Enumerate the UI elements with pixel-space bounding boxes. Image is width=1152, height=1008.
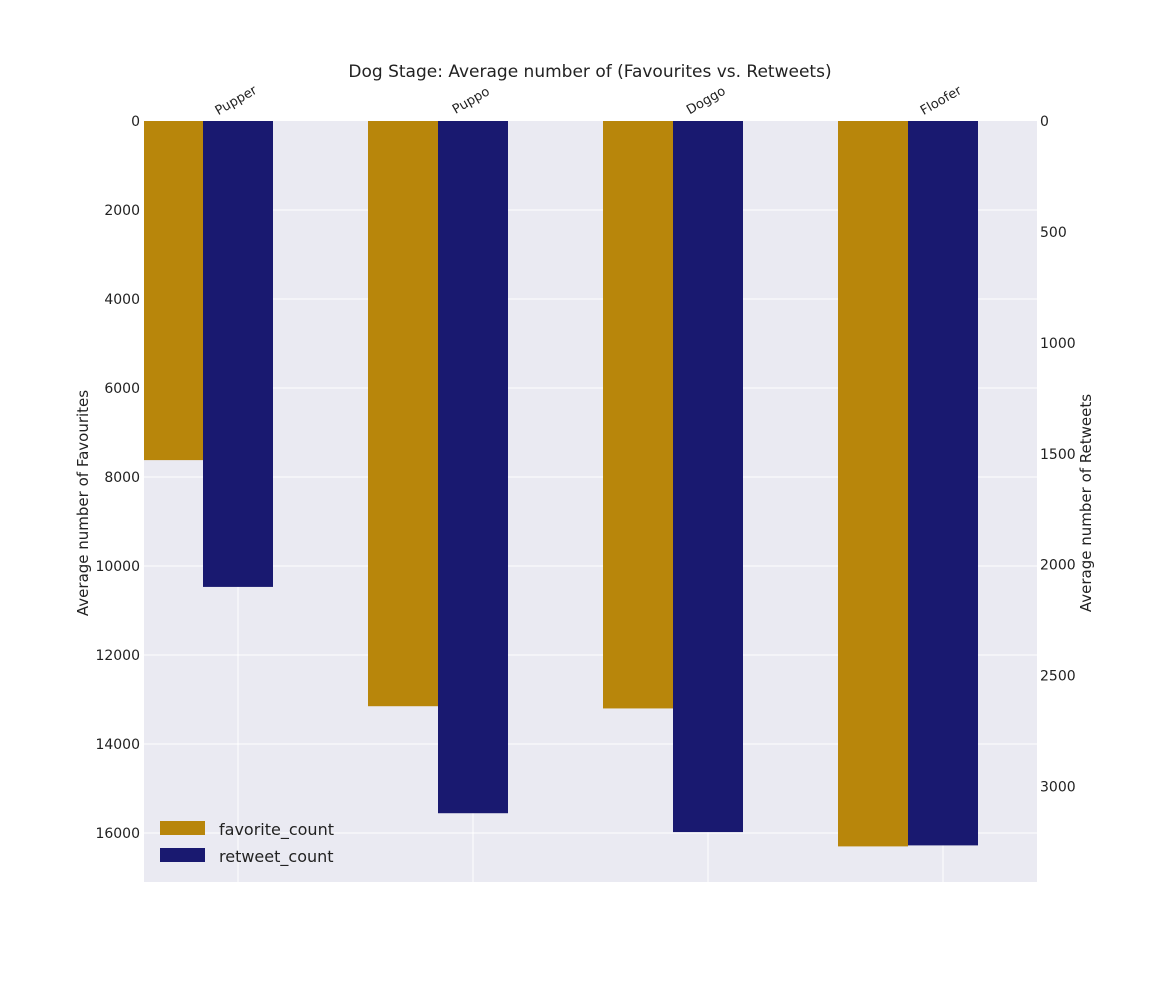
category-label: Puppo xyxy=(450,84,492,117)
left-tick-label: 2000 xyxy=(104,203,140,219)
chart-title: Dog Stage: Average number of (Favourites… xyxy=(348,62,831,82)
bar-retweet-pupper xyxy=(203,121,273,587)
legend-swatch-retweet xyxy=(160,848,205,862)
legend: favorite_count retweet_count xyxy=(160,820,334,867)
left-tick-label: 6000 xyxy=(104,381,140,397)
left-tick-label: 4000 xyxy=(104,292,140,308)
legend-label-favorite: favorite_count xyxy=(219,820,334,840)
category-labels: Pupper Puppo Doggo Floofer xyxy=(213,83,965,119)
bar-favorite-puppo xyxy=(368,121,438,707)
left-axis-label: Average number of Favourites xyxy=(74,390,92,616)
right-tick-label: 1500 xyxy=(1040,447,1076,463)
right-axis-ticks: 0 500 1000 1500 2000 2500 3000 xyxy=(1040,114,1076,796)
category-label: Floofer xyxy=(918,83,965,119)
left-tick-label: 14000 xyxy=(95,737,140,753)
right-axis-label: Average number of Retweets xyxy=(1077,394,1095,612)
right-tick-label: 2000 xyxy=(1040,558,1076,574)
bar-retweet-doggo xyxy=(673,121,743,833)
left-tick-label: 12000 xyxy=(95,648,140,664)
left-tick-label: 10000 xyxy=(95,559,140,575)
right-tick-label: 0 xyxy=(1040,114,1049,130)
category-label: Pupper xyxy=(213,83,261,119)
legend-swatch-favorite xyxy=(160,821,205,835)
left-axis-ticks: 0 2000 4000 6000 8000 10000 12000 14000 16000 xyxy=(95,114,140,842)
legend-label-retweet: retweet_count xyxy=(219,847,334,867)
left-tick-label: 16000 xyxy=(95,826,140,842)
bar-favorite-pupper xyxy=(144,121,203,461)
bar-retweet-puppo xyxy=(438,121,508,814)
bar-retweet-floofer xyxy=(908,121,978,846)
bar-favorite-doggo xyxy=(603,121,673,709)
right-tick-label: 500 xyxy=(1040,225,1067,241)
right-tick-label: 2500 xyxy=(1040,669,1076,685)
left-tick-label: 8000 xyxy=(104,470,140,486)
left-tick-label: 0 xyxy=(131,114,140,130)
category-label: Doggo xyxy=(684,84,728,118)
bars xyxy=(144,121,978,847)
bar-favorite-floofer xyxy=(838,121,908,847)
right-tick-label: 3000 xyxy=(1040,780,1076,796)
right-tick-label: 1000 xyxy=(1040,336,1076,352)
